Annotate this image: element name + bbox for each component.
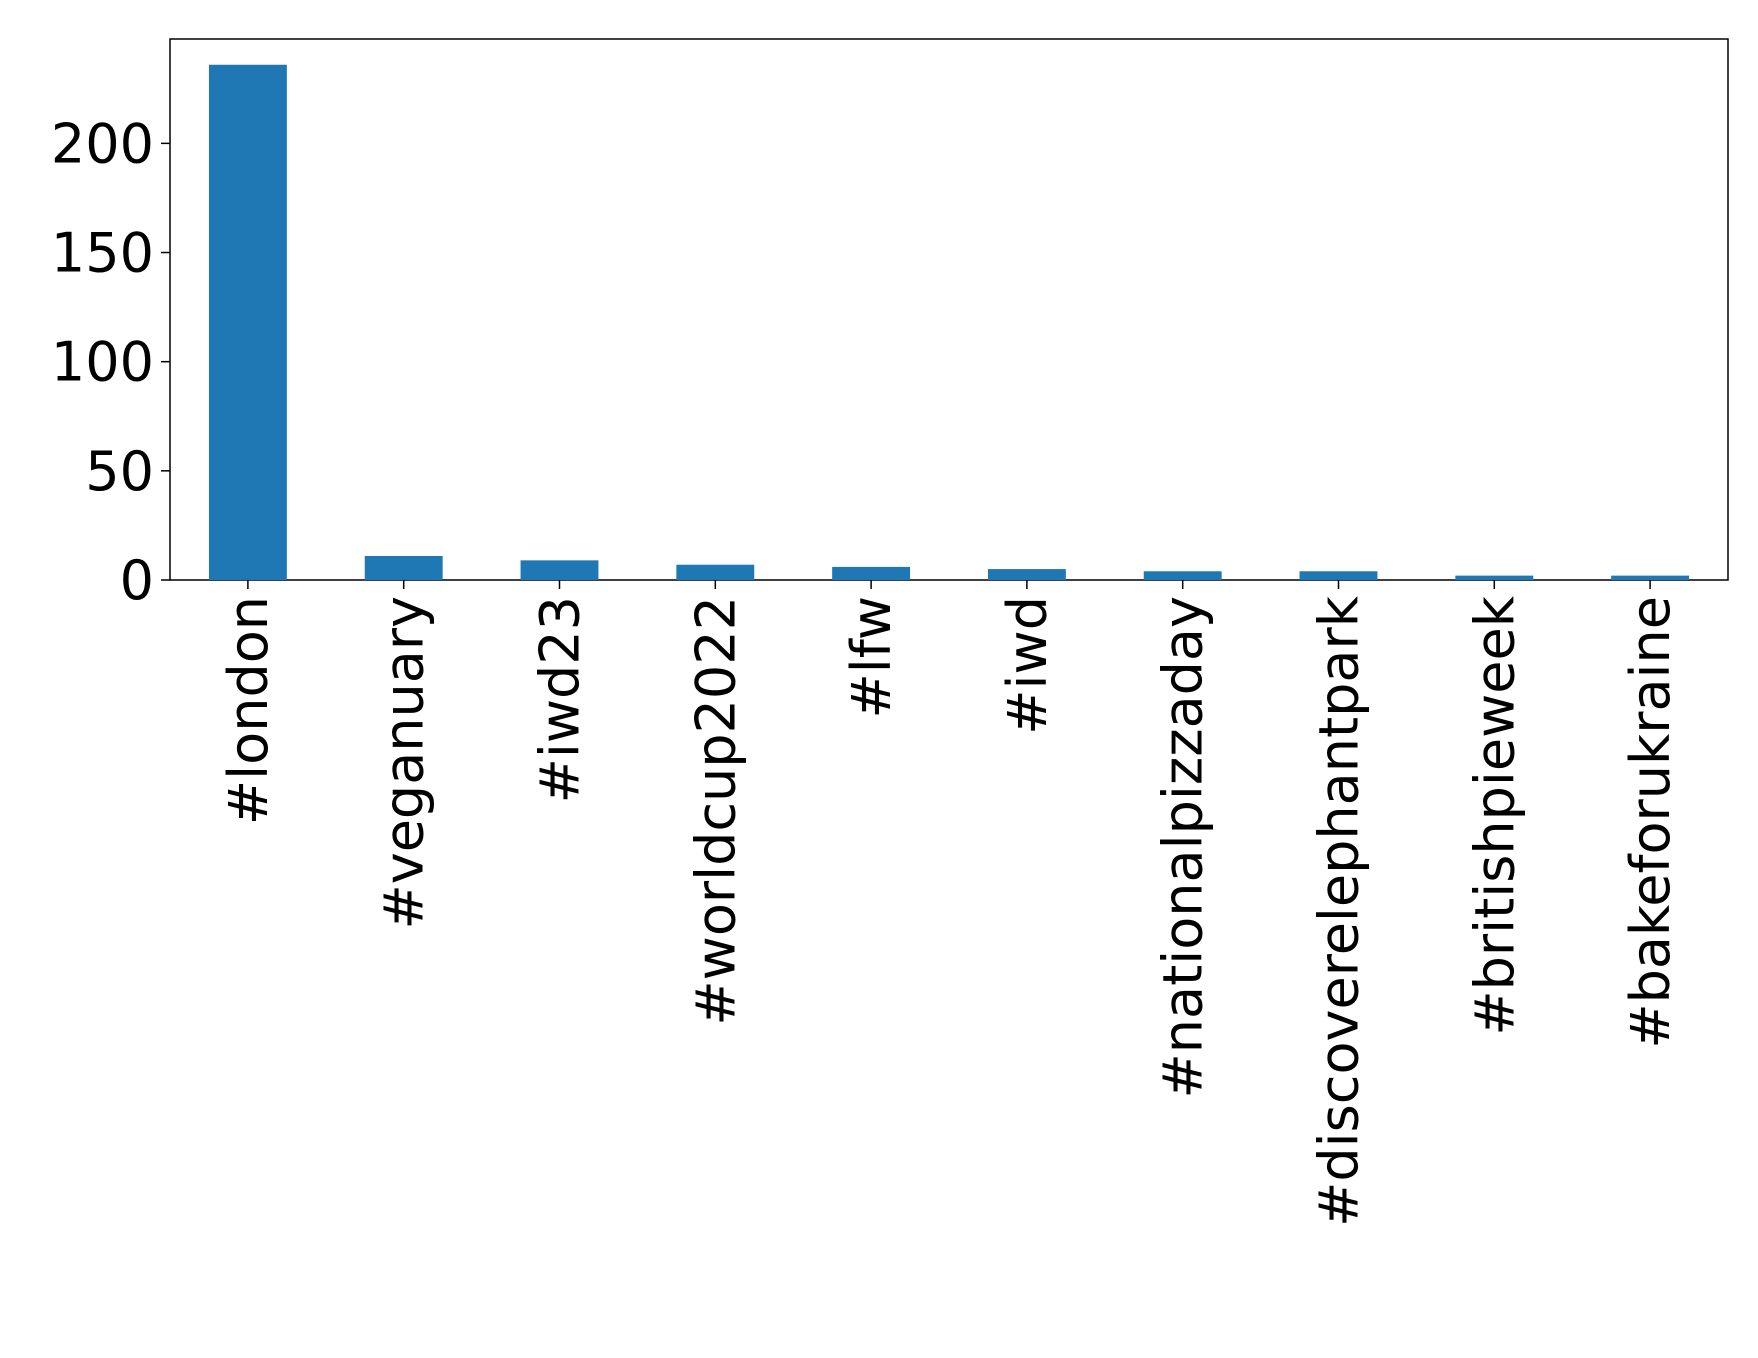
x-tick-label: #discoverelephantpark <box>1308 595 1371 1227</box>
x-tick-label: #britishpieweek <box>1463 595 1526 1035</box>
x-tick-label: #worldcup2022 <box>684 596 747 1026</box>
bar <box>364 555 443 580</box>
bar <box>1455 575 1534 580</box>
bar <box>987 569 1066 580</box>
y-tick-label: 0 <box>120 549 154 612</box>
bar <box>1143 571 1222 580</box>
plot-frame <box>169 38 1729 581</box>
x-tick-label: #iwd <box>996 596 1059 735</box>
x-tick-label: #nationalpizzaday <box>1152 596 1215 1098</box>
bar <box>676 564 755 580</box>
bar <box>832 566 911 580</box>
x-tick-label: #london <box>217 596 280 825</box>
bar <box>520 560 599 580</box>
y-tick-label: 150 <box>51 222 154 285</box>
bar <box>1611 575 1690 580</box>
y-tick-label: 50 <box>85 440 154 503</box>
x-tick-label: #lfw <box>840 596 903 718</box>
bar <box>1299 571 1378 580</box>
bar <box>208 64 287 580</box>
y-tick-label: 100 <box>51 331 154 394</box>
x-tick-label: #bakeforukraine <box>1619 596 1682 1049</box>
y-tick-label: 200 <box>51 112 154 175</box>
x-tick-label: #iwd23 <box>529 596 592 803</box>
x-tick-label: #veganuary <box>373 596 436 930</box>
